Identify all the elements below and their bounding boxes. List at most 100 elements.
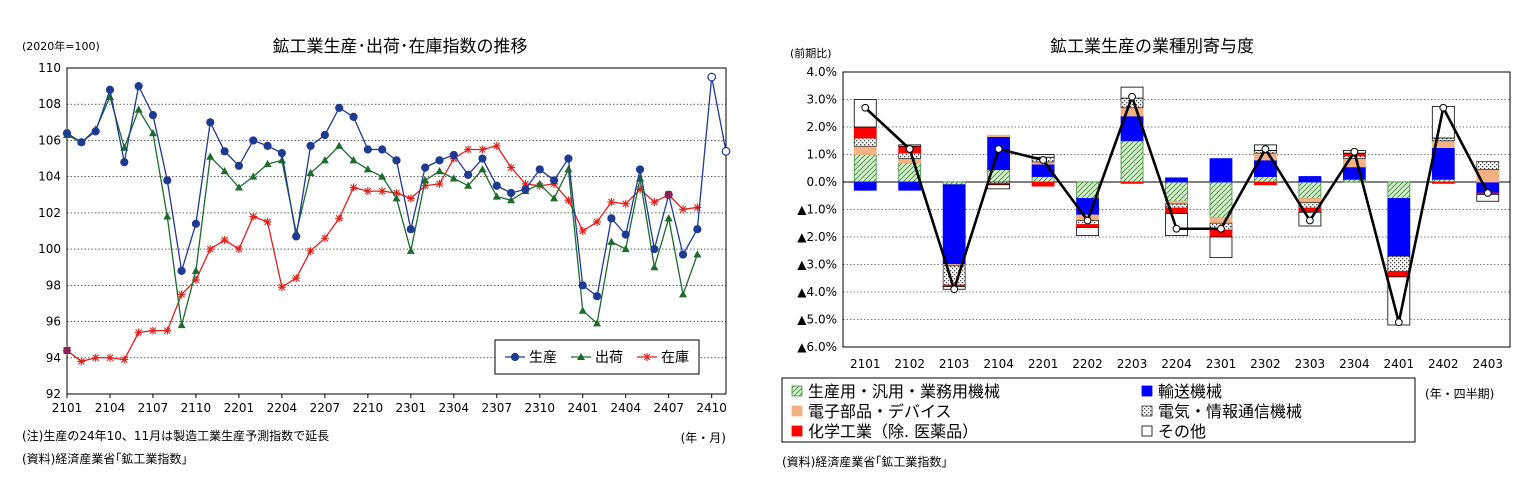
data-point-production	[635, 165, 645, 174]
total-point	[1483, 189, 1492, 197]
data-point-production	[120, 158, 129, 167]
data-point-shipment	[464, 181, 473, 189]
total-point	[1306, 216, 1314, 225]
data-point-inventory	[492, 141, 501, 150]
left-x-tick-label: 2204	[267, 401, 298, 415]
legend-marker-shipment	[577, 352, 585, 360]
legend-label-electrical-machinery: 電気・情報通信機械	[1158, 402, 1302, 421]
right-y-tick-label: 3.0%	[807, 93, 838, 107]
left-x-tick-label: 2207	[310, 401, 341, 415]
bar-electronic-parts	[1298, 198, 1322, 204]
data-point-production	[650, 245, 659, 254]
data-point-production-forecast	[707, 72, 717, 82]
right-x-tick-label: 2102	[894, 357, 925, 371]
data-point-production	[378, 145, 387, 154]
left-y-tick-label: 110	[38, 61, 61, 75]
data-point-shipment	[148, 129, 157, 137]
left-legend-box	[494, 339, 700, 375]
data-point-production	[263, 141, 272, 150]
data-point-shipment	[406, 246, 415, 254]
legend-marker-inventory	[643, 353, 651, 361]
data-point-production	[292, 232, 301, 241]
data-point-production	[77, 138, 86, 147]
right-x-tick-label: 2401	[1384, 357, 1415, 371]
data-point-production	[134, 82, 143, 91]
left-x-tick-label: 2101	[52, 401, 83, 415]
data-point-inventory	[464, 145, 473, 154]
data-point-production	[607, 214, 616, 223]
right-legend-box	[781, 377, 1416, 443]
bar-electrical-machinery	[1476, 160, 1500, 171]
right-x-tick-label: 2101	[850, 357, 881, 371]
data-point-shipment	[550, 194, 559, 202]
legend-swatch-electrical-machinery	[1141, 405, 1153, 417]
data-point-inventory	[578, 227, 587, 235]
bar-chemicals	[853, 126, 877, 139]
legend-label-production: 生産	[529, 350, 557, 366]
left-y-tick-label: 108	[38, 97, 61, 111]
data-point-shipment	[320, 156, 329, 164]
data-point-inventory	[378, 187, 387, 196]
data-point-inventory	[234, 245, 243, 254]
left-y-tick-label: 106	[38, 133, 61, 147]
data-point-production	[62, 129, 72, 138]
left-chart: 92 94 96 98 100 102 104 106 108 110 2101 2104 2107 21…	[38, 61, 731, 415]
left-y-axis-label: (2020年=100)	[22, 39, 100, 53]
data-point-shipment	[435, 167, 444, 175]
data-point-production	[421, 163, 430, 172]
left-x-tick-label: 2201	[224, 401, 255, 415]
left-y-tick-label: 104	[38, 170, 61, 184]
total-point	[950, 285, 959, 294]
data-point-inventory	[191, 275, 200, 284]
right-x-tick-label: 2301	[1206, 357, 1237, 371]
data-point-production	[621, 230, 630, 239]
right-x-tick-label: 2104	[983, 357, 1014, 371]
right-y-tick-label: ▲5.0%	[797, 313, 837, 327]
total-point	[1350, 147, 1359, 156]
data-point-shipment	[263, 159, 272, 167]
data-point-shipment	[277, 156, 286, 164]
right-y-tick-label: 0.0%	[807, 175, 838, 189]
bar-electrical-machinery	[853, 137, 877, 147]
data-point-shipment	[306, 168, 315, 177]
bar-general-machinery	[1431, 178, 1455, 183]
data-point-inventory	[148, 326, 157, 335]
data-point-production	[678, 250, 688, 259]
data-point-shipment	[191, 266, 200, 274]
bar-chemicals	[1387, 270, 1411, 278]
left-x-tick-label: 2110	[181, 401, 212, 415]
bar-general-machinery	[1031, 176, 1055, 183]
left-x-tick-label: 2104	[95, 401, 126, 415]
right-x-tick-label: 2303	[1295, 357, 1326, 371]
right-x-tick-label: 2304	[1339, 357, 1370, 371]
legend-label-shipment: 出荷	[595, 350, 623, 366]
legend-label-transport-machinery: 輸送機械	[1158, 382, 1222, 401]
bar-general-machinery	[942, 181, 966, 186]
left-x-tick-label: 2107	[138, 401, 169, 415]
data-point-inventory	[392, 188, 401, 197]
legend-label-inventory: 在庫	[661, 349, 689, 366]
data-point-shipment	[220, 167, 229, 175]
data-point-inventory	[206, 245, 215, 254]
right-plot-frame	[842, 71, 1511, 348]
total-point	[1083, 216, 1092, 225]
data-point-production	[191, 219, 201, 228]
data-point-shipment	[535, 179, 544, 187]
total-point	[1439, 103, 1448, 112]
right-x-axis-label: (年・四半期)	[1425, 387, 1494, 401]
bar-others	[1209, 236, 1233, 259]
legend-swatch-others	[1141, 425, 1153, 437]
data-point-production	[320, 130, 329, 140]
data-point-shipment	[593, 319, 602, 327]
right-x-tick-label: 2302	[1250, 357, 1281, 371]
data-point-shipment	[134, 105, 143, 113]
data-point-inventory	[679, 205, 688, 214]
left-plot-frame	[66, 67, 727, 395]
data-point-inventory	[177, 290, 186, 299]
bar-electrical-machinery	[1387, 255, 1411, 272]
data-point-inventory	[263, 217, 272, 226]
right-y-axis-label: (前期比)	[790, 46, 832, 60]
data-point-inventory	[406, 194, 415, 203]
data-point-shipment	[177, 320, 186, 329]
data-point-inventory	[335, 214, 344, 223]
